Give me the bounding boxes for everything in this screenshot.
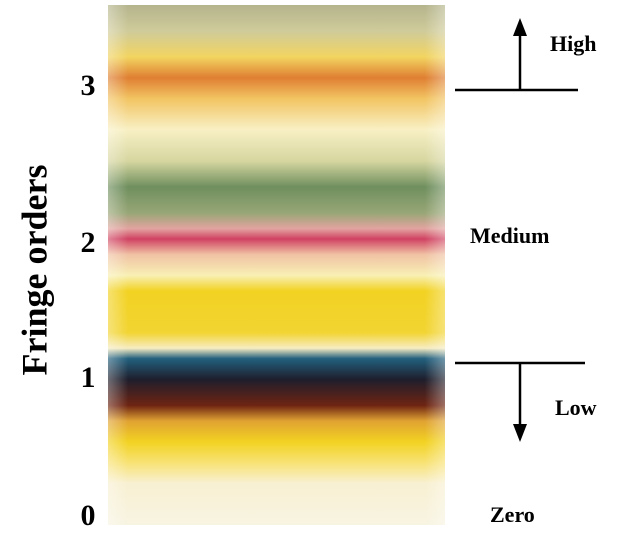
level-label: Low: [555, 395, 597, 420]
level-label: High: [550, 31, 596, 56]
strip-edge: [108, 5, 445, 525]
tick-label: 2: [81, 226, 96, 259]
tick-label: 1: [81, 361, 96, 394]
tick-label: 0: [81, 499, 96, 532]
axis-label: Fringe orders: [14, 165, 54, 376]
level-label: Zero: [490, 502, 535, 527]
arrow-head: [513, 18, 527, 36]
tick-label: 3: [81, 69, 96, 102]
arrow-head: [513, 424, 527, 442]
level-label: Medium: [470, 223, 549, 248]
